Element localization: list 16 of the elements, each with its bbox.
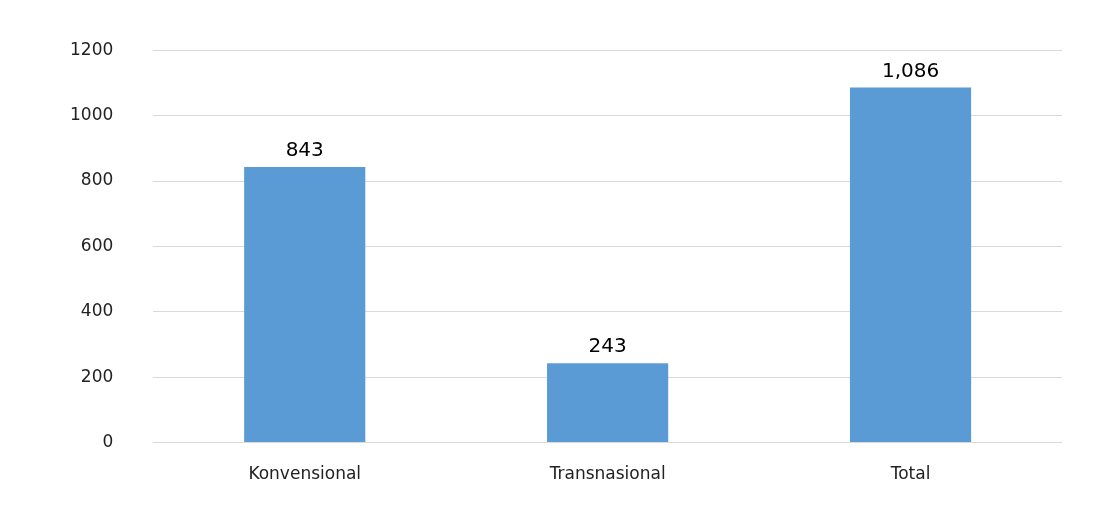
data-label: 243 bbox=[588, 333, 627, 358]
bar bbox=[547, 363, 669, 443]
x-tick-label: Konvensional bbox=[248, 463, 362, 484]
data-label: 843 bbox=[285, 137, 324, 162]
bar bbox=[849, 87, 972, 443]
data-label: 1,086 bbox=[881, 57, 940, 82]
x-tick-label: Total bbox=[889, 463, 931, 484]
y-tick-label: 400 bbox=[80, 300, 114, 321]
y-tick-label: 0 bbox=[102, 431, 114, 452]
y-tick-label: 200 bbox=[80, 365, 114, 386]
y-tick-label: 1000 bbox=[70, 104, 114, 125]
y-tick-label: 600 bbox=[80, 234, 114, 255]
y-tick-label: 1200 bbox=[70, 38, 114, 59]
y-tick-label: 800 bbox=[80, 169, 114, 190]
bar bbox=[244, 166, 366, 443]
x-tick-label: Transnasional bbox=[548, 463, 666, 484]
